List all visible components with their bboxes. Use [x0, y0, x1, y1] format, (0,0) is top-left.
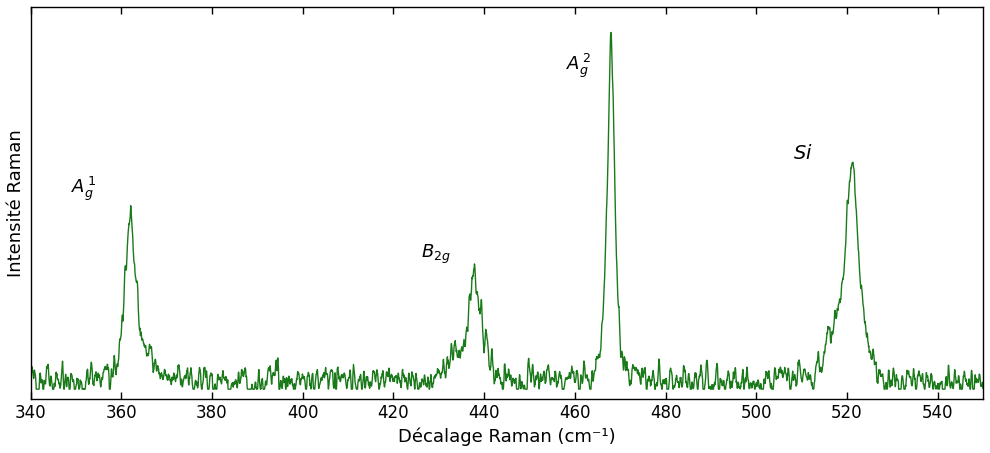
Text: $B_{2g}$: $B_{2g}$	[421, 243, 450, 266]
Text: $A_g^{\,1}$: $A_g^{\,1}$	[71, 175, 97, 203]
X-axis label: Décalage Raman (cm⁻¹): Décalage Raman (cm⁻¹)	[398, 428, 616, 446]
Y-axis label: Intensité Raman: Intensité Raman	[7, 129, 25, 277]
Text: $\mathit{Si}$: $\mathit{Si}$	[793, 144, 812, 163]
Text: $A_g^{\,2}$: $A_g^{\,2}$	[565, 52, 591, 80]
